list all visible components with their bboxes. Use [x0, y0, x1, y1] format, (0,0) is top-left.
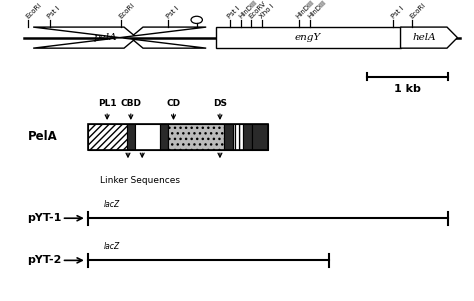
Polygon shape: [401, 27, 457, 48]
Text: CBD: CBD: [120, 99, 141, 107]
Text: lacZ: lacZ: [103, 242, 119, 251]
Bar: [88, 124, 127, 150]
Polygon shape: [33, 27, 206, 48]
Text: helA: helA: [412, 33, 436, 42]
Bar: [168, 124, 224, 150]
Text: EcoRI: EcoRI: [25, 2, 43, 20]
Bar: [160, 124, 168, 150]
Text: Pst I: Pst I: [227, 5, 241, 20]
Text: pYT-1: pYT-1: [27, 213, 62, 223]
Text: EcoRI: EcoRI: [409, 2, 427, 20]
Bar: [233, 124, 243, 150]
Text: Linker Sequences: Linker Sequences: [100, 176, 180, 185]
Text: pYT-2: pYT-2: [27, 255, 62, 265]
Text: lacZ: lacZ: [103, 200, 119, 209]
Text: Xho I: Xho I: [258, 3, 275, 20]
Text: EcoRV: EcoRV: [248, 0, 267, 20]
Bar: [243, 124, 252, 150]
Text: Pst I: Pst I: [46, 5, 61, 20]
Bar: [252, 124, 268, 150]
Bar: [216, 27, 401, 48]
Text: pelA: pelA: [94, 33, 117, 42]
Text: HinDIII: HinDIII: [307, 0, 328, 20]
Text: PL1: PL1: [98, 99, 117, 107]
Bar: [224, 124, 233, 150]
Text: PelA: PelA: [27, 130, 57, 144]
Text: EcoRI: EcoRI: [118, 2, 136, 20]
Text: 1 kb: 1 kb: [394, 84, 421, 94]
Text: engY: engY: [295, 33, 321, 42]
Bar: [127, 124, 135, 150]
Text: HinDIII: HinDIII: [295, 0, 316, 20]
Text: HinDIII: HinDIII: [237, 0, 258, 20]
Bar: [88, 124, 268, 150]
Text: Pst I: Pst I: [165, 5, 180, 20]
Bar: [135, 124, 160, 150]
Text: Pst I: Pst I: [390, 5, 405, 20]
Text: DS: DS: [213, 99, 227, 107]
Text: CD: CD: [166, 99, 181, 107]
